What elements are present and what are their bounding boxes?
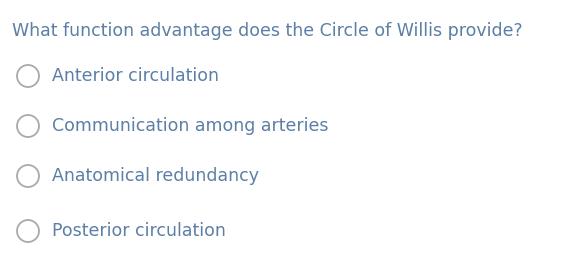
Ellipse shape bbox=[17, 220, 39, 242]
Text: Anatomical redundancy: Anatomical redundancy bbox=[52, 167, 259, 185]
Ellipse shape bbox=[17, 65, 39, 87]
Text: Communication among arteries: Communication among arteries bbox=[52, 117, 329, 135]
Text: What function advantage does the Circle of Willis provide?: What function advantage does the Circle … bbox=[12, 22, 522, 40]
Ellipse shape bbox=[17, 115, 39, 137]
Text: Posterior circulation: Posterior circulation bbox=[52, 222, 226, 240]
Ellipse shape bbox=[17, 165, 39, 187]
Text: Anterior circulation: Anterior circulation bbox=[52, 67, 219, 85]
